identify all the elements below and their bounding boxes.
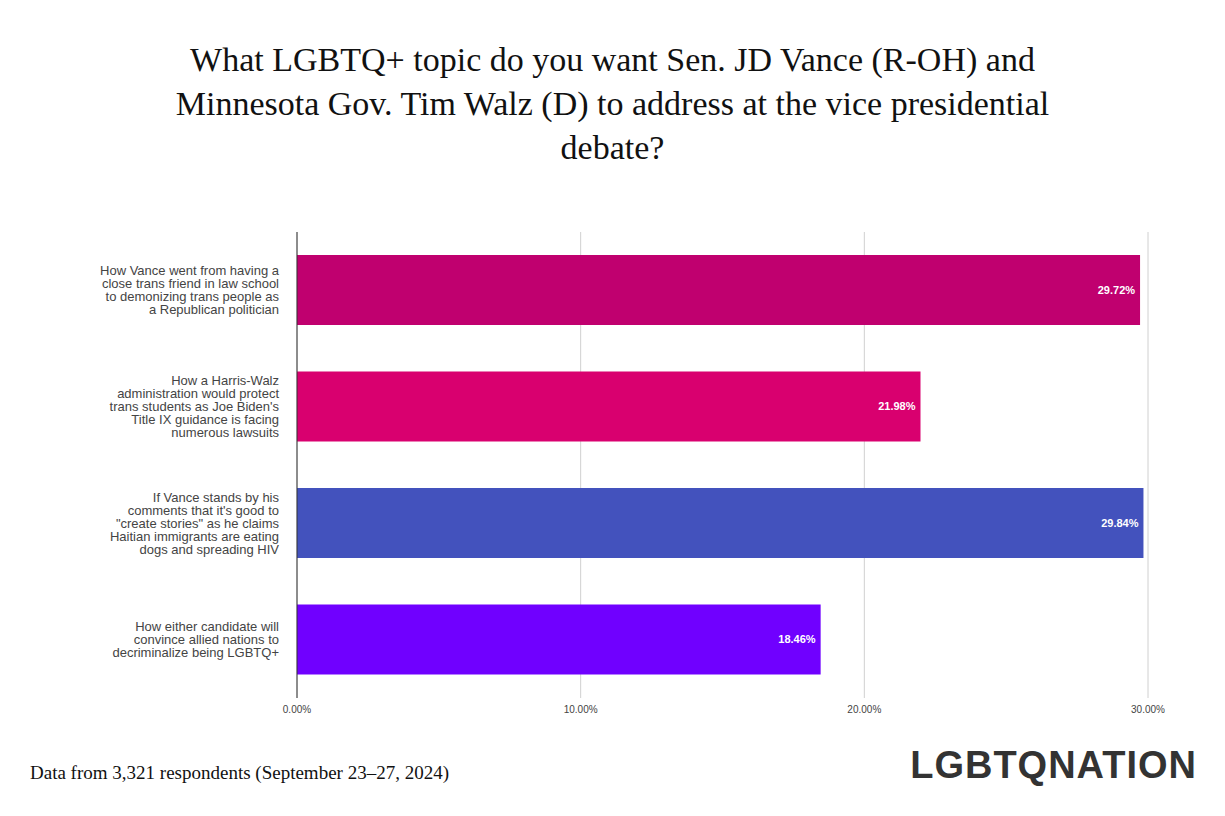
svg-text:18.46%: 18.46%: [778, 633, 816, 645]
svg-text:10.00%: 10.00%: [564, 704, 598, 715]
svg-text:21.98%: 21.98%: [878, 400, 916, 412]
svg-text:How Vance went from having acl: How Vance went from having aclose trans …: [100, 263, 280, 317]
html-text:What LGBTQ+ topic do you want: What LGBTQ+ topic do you want Sen. JD Va…: [175, 41, 1050, 166]
svg-text:How either candidate willconvi: How either candidate willconvince allied…: [112, 619, 279, 660]
svg-text:20.00%: 20.00%: [847, 704, 881, 715]
svg-text:How a Harris-Walzadministratio: How a Harris-Walzadministration would pr…: [110, 373, 280, 440]
svg-text:0.00%: 0.00%: [283, 704, 311, 715]
svg-text:29.84%: 29.84%: [1101, 517, 1139, 529]
svg-text:30.00%: 30.00%: [1131, 704, 1165, 715]
svg-text:29.72%: 29.72%: [1098, 284, 1136, 296]
html-text:LGBTQNATION: LGBTQNATION: [910, 744, 1197, 786]
svg-text:If Vance stands by hiscomments: If Vance stands by hiscomments that it's…: [110, 490, 280, 557]
html-text:Data from 3,321 respondents (S: Data from 3,321 respondents (September 2…: [30, 762, 449, 783]
